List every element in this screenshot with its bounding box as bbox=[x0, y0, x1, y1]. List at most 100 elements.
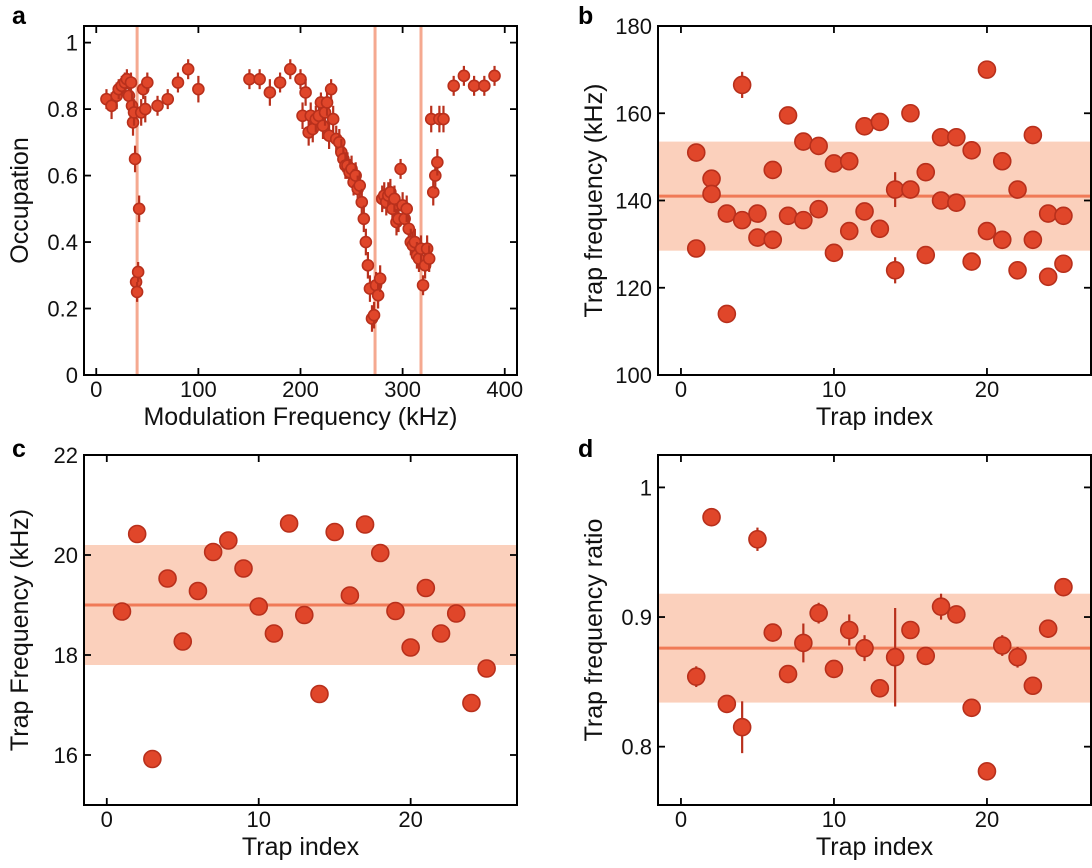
data-point bbox=[249, 597, 269, 616]
panel-a: 0 100 200 300 400 0 0.2 0.4 0.6 0.8 1 Modulation Fr… bbox=[6, 2, 523, 431]
data-point bbox=[916, 162, 936, 182]
data-point bbox=[1054, 254, 1073, 274]
data-point bbox=[1008, 180, 1027, 199]
data-point bbox=[294, 605, 314, 625]
data-point bbox=[885, 180, 905, 199]
data-point bbox=[477, 659, 496, 678]
y-tick-label: 18 bbox=[54, 643, 78, 668]
data-point bbox=[702, 184, 721, 204]
data-point bbox=[717, 204, 737, 223]
data-point bbox=[416, 578, 436, 598]
y-tick-label: 0.9 bbox=[621, 605, 652, 630]
y-tick-label: 100 bbox=[615, 363, 652, 388]
data-point bbox=[130, 285, 144, 299]
panel-c: 0 10 20 16 18 20 22 Trap index Trap Frequency (k… bbox=[6, 435, 518, 861]
data-point bbox=[809, 603, 828, 623]
data-point bbox=[420, 242, 434, 255]
panel-b: 0 10 20 100 120 140 160 180 Trap index Trap frequ… bbox=[578, 2, 1092, 431]
data-point bbox=[355, 515, 375, 534]
data-point bbox=[127, 524, 147, 544]
data-point bbox=[426, 185, 440, 199]
data-point bbox=[763, 160, 783, 180]
y-tick-label: 160 bbox=[615, 101, 652, 126]
data-point bbox=[324, 82, 338, 96]
data-point bbox=[748, 529, 767, 549]
data-point bbox=[264, 624, 284, 643]
data-point bbox=[151, 99, 164, 113]
data-point bbox=[763, 230, 783, 250]
data-point bbox=[732, 75, 752, 95]
data-point bbox=[717, 694, 737, 714]
y-tick-label: 20 bbox=[54, 543, 78, 568]
data-point bbox=[870, 679, 890, 698]
data-point bbox=[353, 179, 367, 192]
data-point bbox=[320, 96, 334, 109]
data-point bbox=[371, 288, 385, 302]
data-point bbox=[1008, 260, 1027, 280]
data-point bbox=[901, 620, 920, 640]
data-point bbox=[467, 79, 481, 93]
data-point bbox=[401, 638, 420, 657]
x-tick-label: 0 bbox=[101, 807, 113, 832]
plot-area bbox=[658, 60, 1091, 324]
data-point bbox=[279, 514, 299, 533]
data-point bbox=[373, 272, 387, 285]
data-point bbox=[732, 210, 752, 230]
data-point bbox=[253, 72, 266, 86]
data-point bbox=[992, 151, 1012, 171]
data-point bbox=[931, 191, 951, 210]
data-point bbox=[124, 76, 138, 89]
data-point bbox=[824, 243, 844, 263]
data-point bbox=[992, 230, 1012, 250]
x-tick-label: 10 bbox=[822, 807, 846, 832]
y-tick-label: 1 bbox=[66, 31, 78, 56]
data-point bbox=[361, 259, 375, 272]
data-point bbox=[316, 119, 330, 133]
data-point bbox=[367, 308, 381, 322]
y-tick-label: 0.8 bbox=[621, 735, 652, 760]
y-tick-label: 0.6 bbox=[47, 164, 78, 189]
data-point bbox=[855, 117, 874, 136]
data-point bbox=[885, 260, 905, 280]
x-tick-label: 10 bbox=[822, 377, 846, 402]
y-axis-label: Occupation bbox=[6, 137, 34, 263]
plot-area bbox=[100, 26, 501, 375]
data-point bbox=[263, 86, 277, 99]
data-point bbox=[370, 543, 390, 563]
y-axis-label: Trap Frequency (kHz) bbox=[6, 509, 34, 751]
data-point bbox=[219, 531, 238, 550]
data-point bbox=[947, 193, 966, 212]
data-point bbox=[992, 636, 1012, 655]
data-point bbox=[400, 202, 414, 216]
data-point bbox=[422, 252, 436, 265]
data-point bbox=[977, 761, 997, 781]
x-tick-label: 300 bbox=[384, 377, 421, 402]
data-point bbox=[794, 210, 813, 230]
data-point bbox=[870, 219, 890, 239]
data-point bbox=[778, 206, 798, 226]
data-point bbox=[478, 79, 491, 93]
x-tick-label: 0 bbox=[675, 377, 687, 402]
y-tick-label: 16 bbox=[54, 743, 78, 768]
data-point bbox=[947, 127, 966, 147]
y-tick-label: 0 bbox=[66, 363, 78, 388]
data-point bbox=[824, 154, 844, 173]
data-point bbox=[310, 684, 329, 704]
x-tick-label: 0 bbox=[90, 377, 102, 402]
data-point bbox=[429, 169, 442, 182]
data-point bbox=[916, 646, 936, 666]
x-tick-label: 10 bbox=[246, 807, 270, 832]
data-point bbox=[1038, 619, 1058, 639]
data-point bbox=[977, 60, 997, 79]
x-tick-label: 20 bbox=[975, 377, 999, 402]
data-point bbox=[1038, 204, 1058, 223]
data-point bbox=[809, 136, 828, 156]
data-point bbox=[192, 82, 205, 96]
data-point bbox=[916, 245, 936, 265]
data-point bbox=[431, 624, 451, 643]
panel-letter: a bbox=[12, 2, 27, 30]
data-point bbox=[457, 69, 471, 83]
x-tick-label: 100 bbox=[180, 377, 217, 402]
data-point bbox=[1023, 230, 1043, 250]
data-point bbox=[901, 180, 920, 199]
